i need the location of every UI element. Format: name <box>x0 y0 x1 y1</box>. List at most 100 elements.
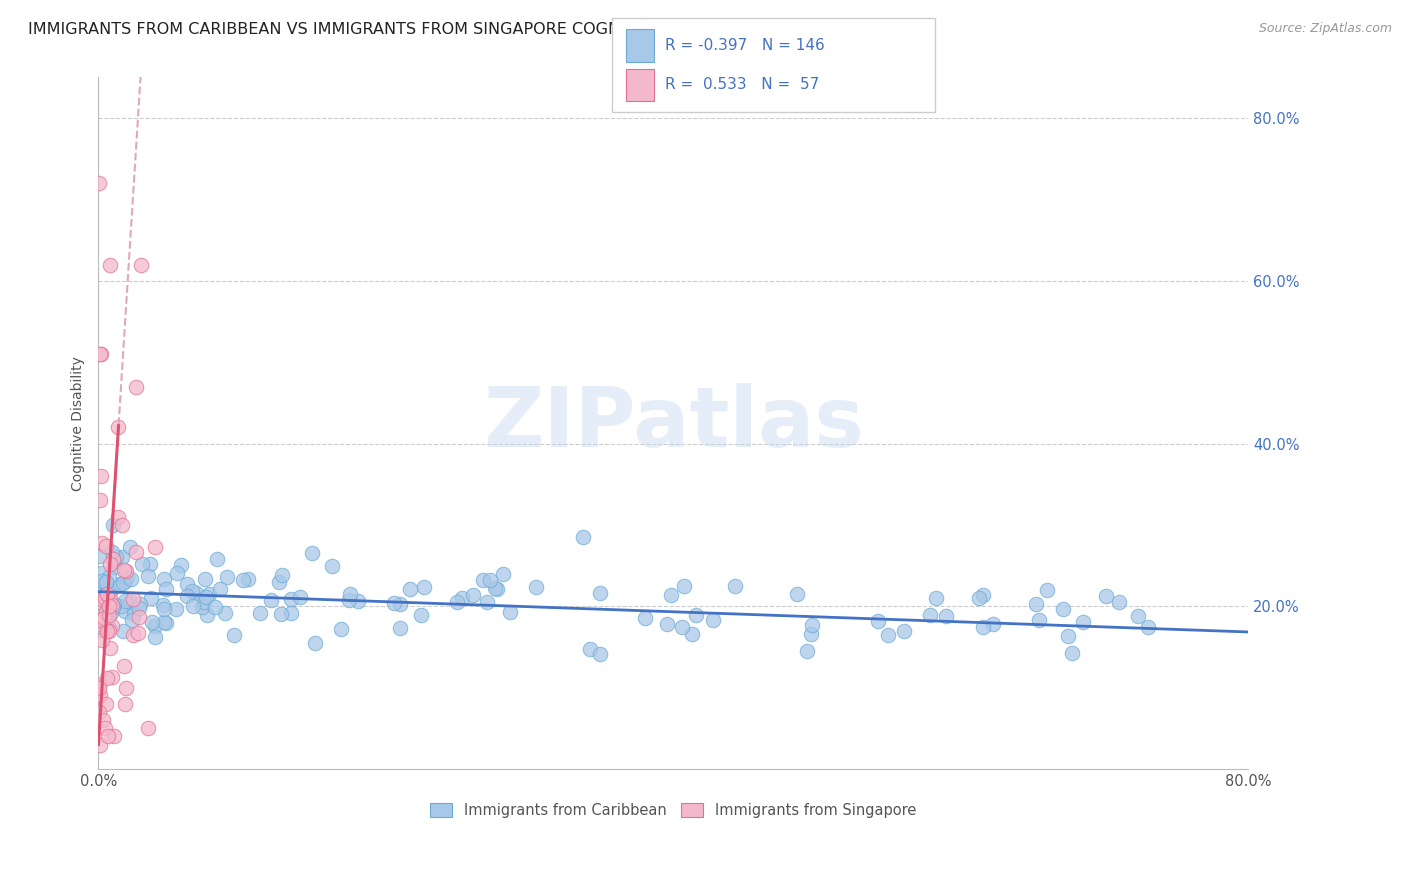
Point <box>89 678 111 692</box>
Y-axis label: Cognitive Disability: Cognitive Disability <box>72 356 86 491</box>
Point <box>96 605 118 619</box>
Point <box>90 566 112 580</box>
Point <box>98 258 121 272</box>
Point <box>98 591 121 606</box>
Point <box>215 570 238 584</box>
Point <box>93 590 115 604</box>
Point <box>136 569 159 583</box>
Text: ZIPatlas: ZIPatlas <box>482 383 863 464</box>
Point <box>90 549 112 563</box>
Point <box>1036 583 1059 598</box>
Point <box>702 613 724 627</box>
Point <box>981 616 1004 631</box>
Point <box>347 594 370 608</box>
Point <box>101 670 124 684</box>
Point <box>94 721 117 735</box>
Point <box>112 659 135 673</box>
Point <box>90 469 112 483</box>
Point <box>301 546 323 560</box>
Point <box>89 688 111 702</box>
Text: Source: ZipAtlas.com: Source: ZipAtlas.com <box>1258 22 1392 36</box>
Point <box>96 587 118 601</box>
Point <box>110 599 132 613</box>
Point <box>876 628 898 642</box>
Point <box>96 624 118 638</box>
Point <box>208 582 231 597</box>
Point <box>114 604 136 618</box>
Point <box>280 592 302 607</box>
Point <box>91 594 114 608</box>
Point <box>107 420 129 434</box>
Point <box>484 581 506 595</box>
Point <box>176 589 198 603</box>
Point <box>388 621 411 635</box>
Point <box>100 606 122 620</box>
Point <box>89 705 111 719</box>
Point <box>101 544 124 558</box>
Point <box>321 559 343 574</box>
Point <box>236 572 259 586</box>
Point <box>572 530 595 544</box>
Point <box>89 613 111 627</box>
Point <box>339 593 361 607</box>
Point <box>524 581 547 595</box>
Point <box>194 572 217 586</box>
Point <box>166 602 188 616</box>
Text: R =  0.533   N =  57: R = 0.533 N = 57 <box>665 78 820 92</box>
Point <box>121 613 143 627</box>
Point <box>249 606 271 620</box>
Point <box>1071 615 1094 630</box>
Point <box>93 593 115 607</box>
Point <box>1028 613 1050 627</box>
Point <box>224 628 246 642</box>
Point <box>114 697 136 711</box>
Point <box>125 545 148 559</box>
Point <box>479 573 502 587</box>
Point <box>112 624 135 639</box>
Point <box>101 517 124 532</box>
Point <box>90 583 112 598</box>
Point <box>191 599 214 614</box>
Point <box>89 176 111 190</box>
Point <box>103 559 125 574</box>
Point <box>125 379 148 393</box>
Point <box>409 607 432 622</box>
Point <box>89 493 111 508</box>
Point <box>204 599 226 614</box>
Point <box>145 541 167 555</box>
Point <box>91 595 114 609</box>
Point <box>128 610 150 624</box>
Point <box>94 697 117 711</box>
Point <box>924 591 946 605</box>
Point <box>129 258 152 272</box>
Point <box>94 539 117 553</box>
Point <box>103 552 125 566</box>
Point <box>89 347 111 361</box>
Point <box>93 610 115 624</box>
Text: IMMIGRANTS FROM CARIBBEAN VS IMMIGRANTS FROM SINGAPORE COGNITIVE DISABILITY CORR: IMMIGRANTS FROM CARIBBEAN VS IMMIGRANTS … <box>28 22 932 37</box>
Point <box>786 587 808 601</box>
Point <box>304 636 326 650</box>
Point <box>90 347 112 361</box>
Point <box>131 557 153 571</box>
Point <box>115 564 138 578</box>
Point <box>389 597 412 611</box>
Point <box>972 588 994 602</box>
Point <box>153 615 176 630</box>
Point <box>288 590 311 604</box>
Point <box>89 594 111 608</box>
Point <box>181 599 204 614</box>
Point <box>89 681 111 695</box>
Point <box>120 572 142 586</box>
Point <box>108 576 131 591</box>
Point <box>91 536 114 550</box>
Point <box>450 591 472 606</box>
Point <box>94 576 117 591</box>
Point <box>893 624 915 639</box>
Point <box>499 605 522 619</box>
Point <box>96 671 118 685</box>
Point <box>100 619 122 633</box>
Point <box>155 582 177 596</box>
Point <box>170 558 193 573</box>
Point <box>90 624 112 638</box>
